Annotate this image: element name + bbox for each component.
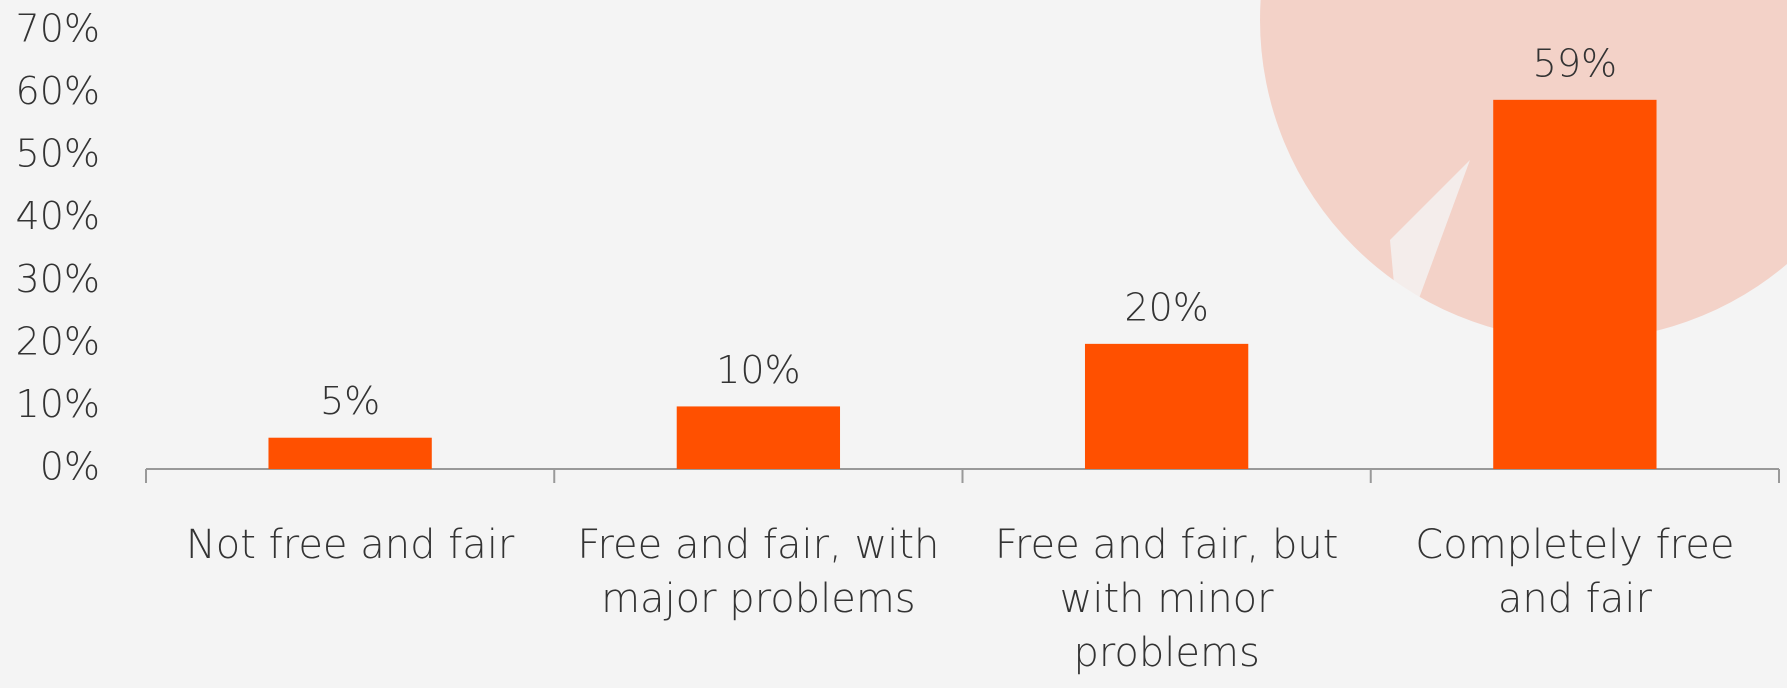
bar	[268, 437, 432, 469]
value-label: 5%	[320, 379, 380, 423]
x-tick-label: Completely free and fair	[1415, 522, 1735, 622]
bar	[676, 406, 841, 469]
y-tick-label: 40%	[16, 194, 100, 238]
x-tick-label: Free and fair, but with minor problems	[994, 522, 1339, 676]
y-tick-label: 20%	[16, 319, 100, 363]
y-tick-label: 0%	[40, 445, 100, 489]
y-tick-label: 70%	[16, 7, 100, 51]
value-label: 20%	[1124, 285, 1208, 329]
y-tick-label: 60%	[16, 69, 100, 113]
value-label: 10%	[716, 348, 800, 392]
decoration	[1390, 160, 1470, 350]
bar	[1084, 343, 1249, 469]
x-tick-label: Not free and fair	[185, 522, 515, 568]
y-tick-label: 10%	[16, 382, 100, 426]
x-tick-label: Free and fair, with major problems	[577, 522, 940, 622]
value-label: 59%	[1533, 41, 1617, 85]
bar	[1493, 99, 1657, 469]
y-tick-label: 50%	[16, 132, 100, 176]
y-tick-label: 30%	[16, 257, 100, 301]
